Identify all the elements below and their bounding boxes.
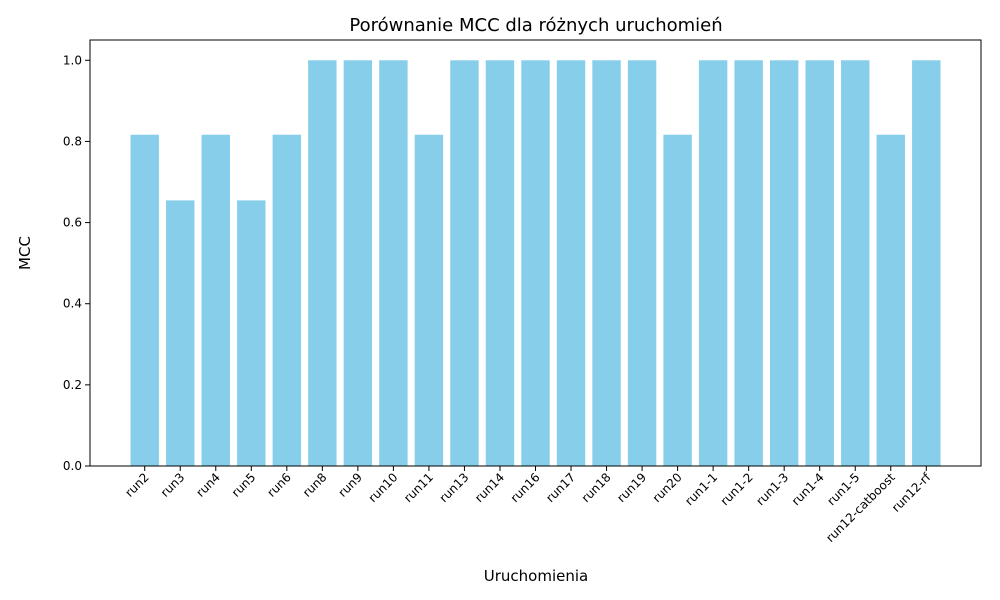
bar-run1-1 <box>698 60 728 467</box>
x-tick-label: run10 <box>366 470 401 505</box>
bar-run8 <box>308 60 337 467</box>
y-axis-label: MCC <box>16 236 34 270</box>
y-tick-label: 0.4 <box>63 297 82 311</box>
bar-run10 <box>379 60 408 467</box>
bar-run4 <box>201 134 230 466</box>
x-tick-label: run8 <box>300 470 330 500</box>
x-tick-label: run17 <box>543 470 578 505</box>
bar-run3 <box>166 200 195 467</box>
x-tick-label: run3 <box>158 470 188 500</box>
x-tick-label: run5 <box>229 470 259 500</box>
bar-run18 <box>592 60 621 467</box>
x-tick-label: run2 <box>122 470 152 500</box>
x-tick-label: run18 <box>579 470 614 505</box>
bar-run14 <box>485 60 515 467</box>
bar-run6 <box>272 134 302 466</box>
bar-run1-5 <box>841 60 870 467</box>
x-axis-label: Uruchomienia <box>484 567 588 585</box>
x-tick-label: run11 <box>401 470 436 505</box>
x-tick-label: run4 <box>193 470 223 500</box>
bar-run9 <box>343 60 373 467</box>
x-tick-label: run6 <box>264 470 294 500</box>
chart-title: Porównanie MCC dla różnych uruchomień <box>349 15 722 36</box>
bar-run1-3 <box>769 60 799 467</box>
x-tick-label: run16 <box>508 470 543 505</box>
bar-run1-2 <box>734 60 763 467</box>
x-tick-label: run12-rf <box>889 470 934 515</box>
bar-run5 <box>237 200 266 467</box>
bar-run19 <box>627 60 657 467</box>
y-tick-label: 0.2 <box>63 378 82 392</box>
bar-run12-catboost <box>876 134 905 466</box>
x-tick-label: run9 <box>335 470 365 500</box>
y-tick-label: 0.8 <box>63 134 82 148</box>
x-tick-label: run14 <box>472 470 507 505</box>
bar-run1-4 <box>805 60 834 467</box>
x-axis-ticks: run2 run3 run4 run5 run6 run8 run9 run10 run11 ru… <box>122 466 934 545</box>
bar-run11 <box>414 134 444 466</box>
y-tick-label: 0.6 <box>63 216 82 230</box>
bar-run16 <box>521 60 550 467</box>
x-tick-label: run19 <box>614 470 649 505</box>
y-axis-ticks: 0.0 0.2 0.4 0.6 0.8 1.0 <box>63 53 90 473</box>
x-tick-label: run1-3 <box>753 470 791 508</box>
bar-run12-rf <box>912 60 941 467</box>
bar-run13 <box>450 60 479 467</box>
x-tick-label: run1-1 <box>682 470 720 508</box>
x-tick-label: run13 <box>437 470 472 505</box>
y-tick-label: 1.0 <box>63 53 82 67</box>
bars-group <box>130 60 941 467</box>
x-tick-label: run1-2 <box>718 470 756 508</box>
x-tick-label: run20 <box>650 470 685 505</box>
bar-run17 <box>556 60 586 467</box>
y-tick-label: 0.0 <box>63 459 82 473</box>
x-tick-label: run1-4 <box>789 470 827 508</box>
bar-run2 <box>130 134 159 466</box>
bar-run20 <box>663 134 692 466</box>
